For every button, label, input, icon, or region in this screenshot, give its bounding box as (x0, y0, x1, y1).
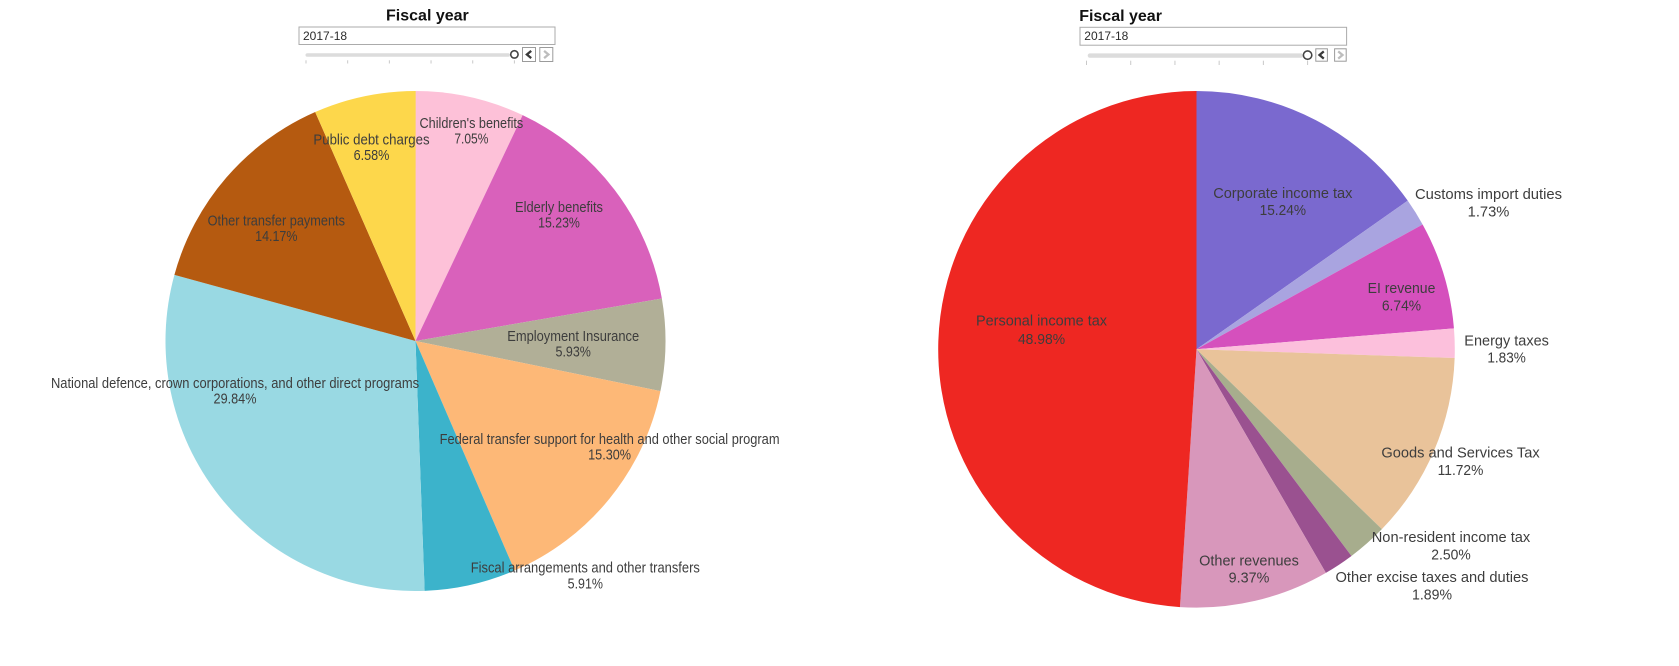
svg-text:Fiscal year: Fiscal year (386, 8, 469, 25)
svg-text:48.98%: 48.98% (1018, 331, 1065, 348)
svg-text:Customs import duties: Customs import duties (1415, 186, 1562, 203)
svg-text:Non-resident income tax: Non-resident income tax (1372, 529, 1531, 546)
svg-text:6.74%: 6.74% (1382, 298, 1421, 315)
svg-text:5.93%: 5.93% (556, 343, 591, 360)
svg-text:9.37%: 9.37% (1229, 570, 1270, 587)
svg-text:29.84%: 29.84% (214, 390, 257, 407)
svg-text:15.24%: 15.24% (1260, 202, 1306, 219)
svg-text:Federal transfer support for h: Federal transfer support for health and … (440, 431, 780, 448)
svg-text:Other revenues: Other revenues (1199, 553, 1299, 570)
svg-text:15.30%: 15.30% (588, 447, 631, 464)
svg-text:Other excise taxes and duties: Other excise taxes and duties (1336, 569, 1529, 586)
svg-text:Goods and Services Tax: Goods and Services Tax (1381, 445, 1540, 462)
svg-text:Fiscal year: Fiscal year (1079, 8, 1162, 25)
svg-text:EI revenue: EI revenue (1368, 280, 1436, 297)
svg-text:6.58%: 6.58% (354, 147, 390, 164)
svg-text:1.89%: 1.89% (1412, 586, 1452, 603)
svg-text:Energy taxes: Energy taxes (1464, 332, 1549, 349)
svg-text:1.73%: 1.73% (1468, 203, 1510, 220)
svg-text:Other transfer payments: Other transfer payments (208, 212, 345, 229)
svg-text:14.17%: 14.17% (255, 228, 297, 245)
svg-text:Elderly benefits: Elderly benefits (515, 199, 603, 216)
svg-text:1.83%: 1.83% (1487, 350, 1526, 367)
svg-text:Fiscal arrangements and other: Fiscal arrangements and other transfers (471, 560, 700, 577)
svg-text:2017-18: 2017-18 (1084, 29, 1128, 43)
svg-text:Public debt charges: Public debt charges (313, 132, 429, 149)
svg-text:National defence, crown corpor: National defence, crown corporations, an… (51, 375, 419, 392)
svg-text:2017-18: 2017-18 (303, 29, 347, 43)
svg-text:Corporate income tax: Corporate income tax (1213, 185, 1353, 202)
svg-text:Children's benefits: Children's benefits (420, 115, 524, 132)
svg-text:7.05%: 7.05% (454, 131, 488, 148)
svg-text:2.50%: 2.50% (1431, 547, 1470, 564)
svg-text:Employment Insurance: Employment Insurance (507, 328, 639, 345)
svg-text:Personal income tax: Personal income tax (976, 312, 1108, 329)
svg-text:5.91%: 5.91% (568, 575, 603, 592)
svg-text:15.23%: 15.23% (538, 215, 580, 232)
svg-text:11.72%: 11.72% (1438, 462, 1484, 479)
